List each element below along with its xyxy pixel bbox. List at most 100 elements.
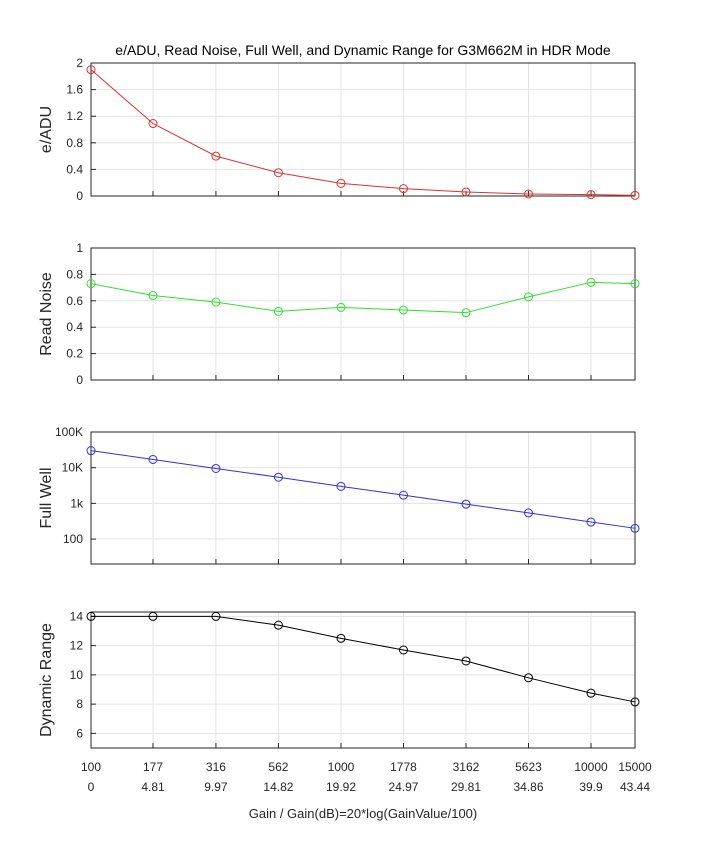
data-point [86, 65, 96, 75]
y-tick-label: 0.6 [66, 294, 83, 308]
data-point [523, 292, 533, 302]
y-tick-label: 100K [55, 425, 83, 439]
data-point [630, 523, 640, 533]
x-axis-label: Gain / Gain(dB)=20*log(GainValue/100) [249, 806, 477, 821]
y-tick-label: 1.2 [66, 109, 83, 123]
x-tick-label: 562 [268, 760, 288, 774]
data-point [211, 611, 221, 621]
plot-area [91, 432, 635, 564]
data-point [461, 499, 471, 509]
axes-box [90, 431, 636, 565]
y-tick-label: 0.8 [66, 136, 83, 150]
data-point [86, 279, 96, 289]
data-point [461, 308, 471, 318]
series-line [90, 450, 636, 529]
y-tick-label: 0.2 [66, 347, 83, 361]
data-point [586, 688, 596, 698]
y-tick-label: 1 [76, 241, 83, 255]
data-point [398, 184, 408, 194]
x-tick-label: 316 [206, 760, 226, 774]
data-point [273, 168, 283, 178]
data-point [273, 472, 283, 482]
series-line [91, 615, 636, 703]
data-point [336, 302, 346, 312]
data-point [630, 190, 640, 200]
y-tick-label: 1k [70, 496, 84, 510]
y-tick-label: 0.8 [66, 267, 83, 281]
data-point [586, 517, 596, 527]
data-point [398, 490, 408, 500]
data-point [86, 611, 96, 621]
data-point [273, 306, 283, 316]
x-tick-label-db: 9.97 [204, 780, 228, 794]
x-tick-label-db: 43.44 [620, 780, 650, 794]
x-tick-label: 3162 [453, 760, 480, 774]
y-tick-label: 1.6 [66, 83, 83, 97]
data-point [211, 297, 221, 307]
y-tick-label: 0 [76, 373, 83, 387]
x-tick-label-db: 34.86 [513, 780, 543, 794]
x-tick-label: 10000 [574, 760, 608, 774]
x-tick-label: 1000 [328, 760, 355, 774]
y-tick-label: 0 [76, 189, 83, 203]
data-point [398, 645, 408, 655]
plot-area [91, 248, 635, 380]
data-point [523, 673, 533, 683]
data-point [211, 151, 221, 161]
y-axis-label: e/ADU [38, 106, 55, 153]
x-tick-label: 177 [143, 760, 163, 774]
axes-box [90, 62, 636, 197]
data-point [523, 508, 533, 518]
x-tick-label: 1778 [390, 760, 417, 774]
plot-area [91, 612, 635, 748]
x-tick-label-db: 0 [88, 780, 95, 794]
panel-4: 6 8 10 12 14 Dynamic Range [38, 609, 640, 749]
y-axis-label: Read Noise [38, 272, 55, 356]
plot-area [91, 63, 635, 196]
panel-3: 100 1k 10K 100K Full Well [38, 425, 640, 565]
x-tick-label-db: 4.81 [141, 780, 165, 794]
data-point [586, 190, 596, 200]
series-line [90, 281, 636, 314]
data-point [273, 620, 283, 630]
y-tick-label: 0.4 [66, 162, 83, 176]
x-tick-label-db: 24.97 [388, 780, 418, 794]
y-tick-label: 100 [63, 532, 83, 546]
panel-1: 0 0.4 0.8 1.2 1.6 2 e/ADU [38, 56, 640, 203]
y-tick-label: 0.4 [66, 320, 83, 334]
data-point [630, 697, 640, 707]
y-axis-label: Dynamic Range [38, 623, 55, 737]
x-tick-label: 15000 [618, 760, 652, 774]
data-point [586, 277, 596, 287]
y-tick-label: 8 [76, 697, 83, 711]
data-point [523, 189, 533, 199]
panel-2: 0 0.2 0.4 0.6 0.8 1 Read Noise [38, 241, 640, 387]
data-point [148, 119, 158, 129]
x-tick-label-db: 14.82 [263, 780, 293, 794]
x-tick-label-db: 19.92 [326, 780, 356, 794]
data-point [461, 656, 471, 666]
data-point [86, 446, 96, 456]
data-point [336, 633, 346, 643]
data-point [398, 305, 408, 315]
data-point [461, 187, 471, 197]
x-tick-label: 100 [81, 760, 101, 774]
x-tick-label-db: 39.9 [579, 780, 603, 794]
data-point [336, 178, 346, 188]
y-axis-label: Full Well [38, 467, 55, 528]
data-point [336, 481, 346, 491]
data-point [211, 463, 221, 473]
axes-box [90, 611, 636, 749]
x-tick-label-db: 29.81 [451, 780, 481, 794]
data-point [148, 291, 158, 301]
y-tick-label: 10 [70, 668, 84, 682]
y-tick-label: 14 [70, 609, 84, 623]
y-tick-label: 10K [62, 461, 83, 475]
data-point [148, 454, 158, 464]
chart-title: e/ADU, Read Noise, Full Well, and Dynami… [115, 42, 611, 58]
y-tick-label: 12 [70, 639, 84, 653]
x-tick-label: 5623 [515, 760, 542, 774]
data-point [630, 279, 640, 289]
y-tick-label: 6 [76, 726, 83, 740]
